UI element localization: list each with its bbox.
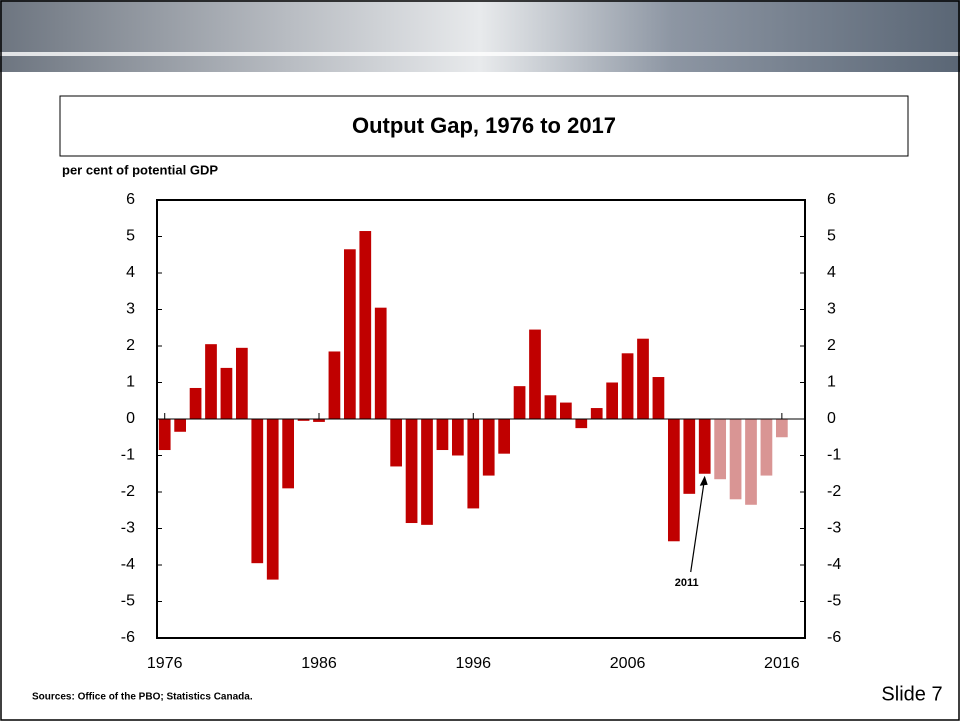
bar: [374, 307, 387, 419]
y-tick-label: 2: [126, 337, 135, 354]
bar: [745, 419, 757, 505]
bar: [220, 367, 233, 419]
y-tick-label: 3: [126, 301, 135, 318]
bar: [482, 419, 495, 476]
y-tick-label: 4: [126, 264, 135, 281]
y2-tick-label: 5: [827, 228, 836, 245]
bar: [390, 419, 403, 467]
bar: [652, 377, 665, 419]
chart-title: Output Gap, 1976 to 2017: [352, 113, 616, 138]
bar: [683, 419, 696, 494]
bar: [343, 249, 356, 419]
bar: [421, 419, 433, 525]
bar: [313, 419, 325, 422]
source: Sources: Office of the PBO; Statistics C…: [32, 692, 253, 703]
y-tick-label: -6: [121, 629, 135, 646]
bar: [451, 419, 464, 456]
y2-tick-label: 4: [827, 264, 836, 281]
y-tick-label: -1: [121, 447, 135, 464]
x-tick-label: 1986: [301, 655, 337, 672]
bar: [436, 419, 449, 451]
bar: [205, 344, 217, 419]
y-tick-label: 6: [126, 191, 135, 208]
slide-number: Slide 7: [881, 683, 942, 705]
y2-tick-label: -1: [827, 447, 841, 464]
bar: [359, 231, 372, 419]
bar: [775, 419, 788, 438]
bar: [174, 419, 187, 432]
bar: [714, 419, 727, 480]
bar: [405, 419, 418, 524]
y2-tick-label: -2: [827, 483, 841, 500]
bar: [297, 419, 310, 421]
bar: [158, 419, 171, 451]
bar: [266, 419, 279, 580]
bar: [189, 387, 202, 419]
bar: [328, 351, 341, 419]
bar: [667, 419, 680, 542]
y-tick-label: -4: [121, 556, 135, 573]
y2-tick-label: -6: [827, 629, 841, 646]
y2-tick-label: 6: [827, 191, 836, 208]
bar: [467, 419, 480, 509]
x-tick-label: 2016: [764, 655, 800, 672]
bar: [235, 347, 248, 419]
bar: [498, 419, 511, 454]
bar: [760, 419, 773, 476]
bar: [590, 408, 603, 419]
bar: [729, 419, 742, 500]
y2-tick-label: 3: [827, 301, 836, 318]
x-tick-label: 2006: [610, 655, 646, 672]
bar: [529, 329, 541, 419]
bar: [575, 419, 588, 429]
x-tick-label: 1976: [147, 655, 183, 672]
header-stripe: [0, 52, 960, 56]
x-tick-label: 1996: [455, 655, 491, 672]
y2-tick-label: -5: [827, 593, 841, 610]
annotation-arrow: [690, 477, 706, 573]
y-axis-label: per cent of potential GDP: [62, 162, 218, 177]
y2-tick-label: 0: [827, 410, 836, 427]
plot-frame: [156, 199, 806, 639]
bar: [637, 338, 649, 419]
y-tick-label: 5: [126, 228, 135, 245]
title-box: [59, 95, 909, 157]
y-tick-label: -3: [121, 520, 135, 537]
bar: [513, 386, 526, 419]
y2-tick-label: 1: [827, 374, 836, 391]
bar: [698, 419, 711, 474]
header-banner: [0, 0, 960, 72]
bar: [544, 395, 557, 419]
y2-tick-label: -3: [827, 520, 841, 537]
y-tick-label: -5: [121, 593, 135, 610]
bar: [282, 419, 295, 489]
bar: [559, 402, 572, 419]
y-tick-label: -2: [121, 483, 135, 500]
bar: [621, 353, 634, 419]
y-tick-label: 0: [126, 410, 135, 427]
arrow-head: [699, 475, 708, 486]
y2-tick-label: -4: [827, 556, 841, 573]
annotation: 2011: [675, 577, 699, 589]
y-tick-label: 1: [126, 374, 135, 391]
bar: [606, 382, 619, 419]
y2-tick-label: 2: [827, 337, 836, 354]
bar: [251, 419, 264, 564]
